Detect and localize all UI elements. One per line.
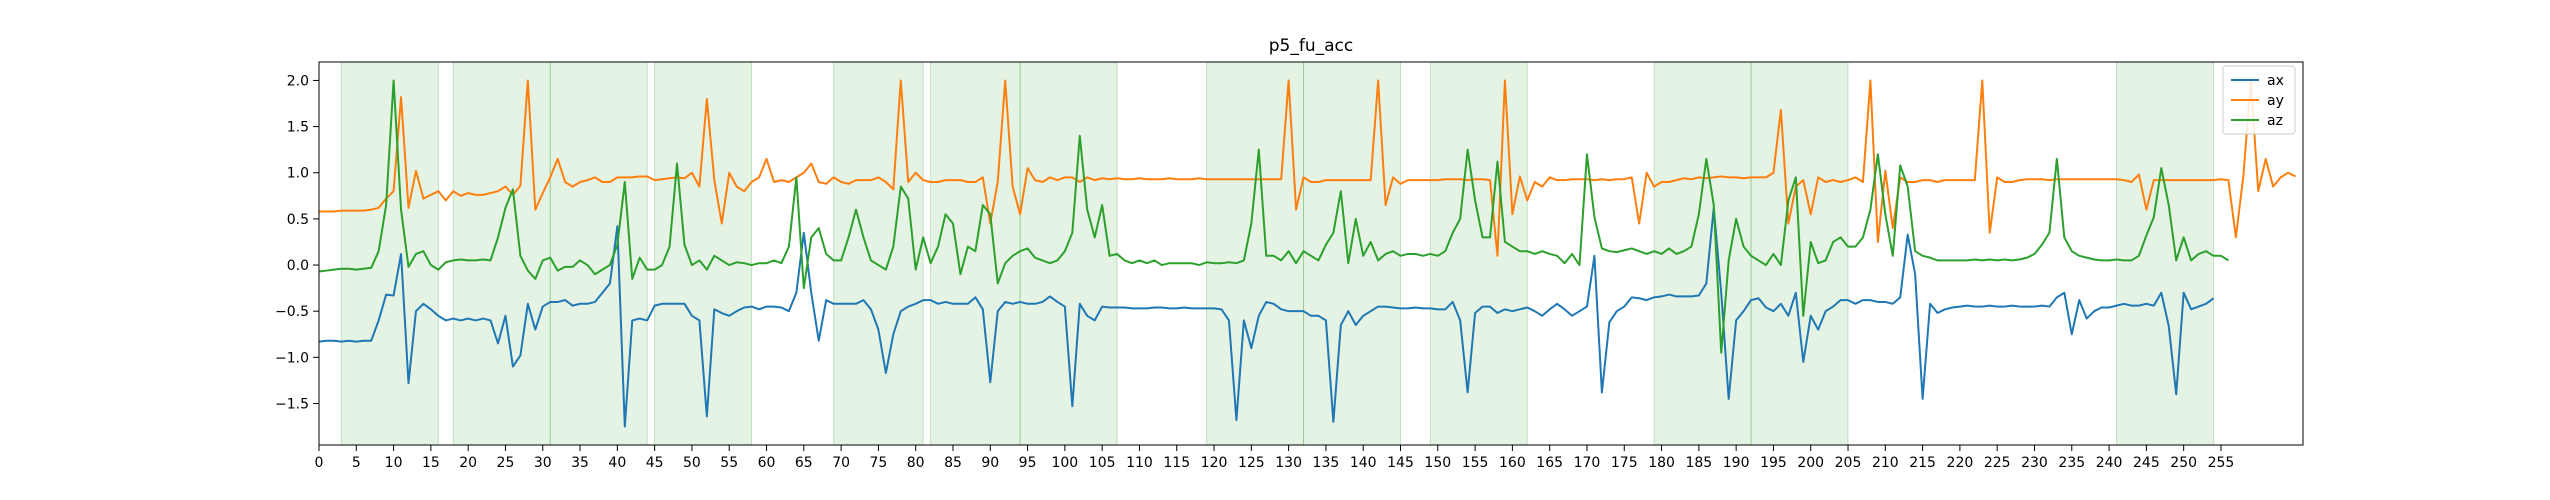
x-tick-label: 175: [1611, 455, 1638, 471]
y-tick-label: −1.0: [275, 350, 309, 366]
series-line-ax: [318, 206, 2215, 428]
y-axis: −1.5 −1.0 −0.5 0.0 0.5 1.0 1.5 2.0: [275, 73, 319, 412]
x-tick-label: 205: [1835, 455, 1862, 471]
shaded-region: [2116, 61, 2214, 446]
shaded-region: [654, 61, 753, 446]
legend-label-ay: ay: [2267, 93, 2284, 109]
x-tick-label: 110: [1126, 455, 1153, 471]
shaded-region: [549, 61, 648, 446]
shaded-region: [340, 61, 439, 446]
shaded-regions: [340, 61, 2214, 446]
y-tick-label: −0.5: [275, 304, 309, 320]
x-tick-label: 200: [1797, 455, 1824, 471]
x-tick-label: 130: [1275, 455, 1302, 471]
x-tick-label: 95: [1019, 455, 1037, 471]
x-tick-label: 135: [1313, 455, 1340, 471]
x-tick-label: 195: [1760, 455, 1787, 471]
x-tick-label: 30: [534, 455, 552, 471]
y-tick-label: 1.0: [287, 166, 309, 182]
x-tick-label: 75: [869, 455, 887, 471]
x-tick-label: 245: [2133, 455, 2160, 471]
shaded-region: [833, 61, 924, 446]
y-tick-label: 0.0: [287, 258, 309, 274]
x-tick-label: 80: [907, 455, 925, 471]
y-tick-label: 1.5: [287, 120, 309, 136]
x-tick-label: 235: [2058, 455, 2085, 471]
shaded-region: [452, 61, 551, 446]
x-tick-label: 230: [2021, 455, 2048, 471]
x-tick-label: 220: [1947, 455, 1974, 471]
shaded-region: [1429, 61, 1528, 446]
x-tick-label: 150: [1424, 455, 1451, 471]
x-tick-label: 165: [1536, 455, 1563, 471]
y-tick-label: 2.0: [287, 73, 309, 89]
x-tick-label: 190: [1723, 455, 1750, 471]
legend-label-az: az: [2267, 113, 2283, 129]
x-tick-label: 55: [720, 455, 738, 471]
y-tick-label: −1.5: [275, 396, 309, 412]
x-tick-label: 15: [422, 455, 440, 471]
x-tick-label: 115: [1163, 455, 1190, 471]
x-tick-label: 5: [352, 455, 361, 471]
x-tick-label: 180: [1648, 455, 1675, 471]
shaded-region: [930, 61, 1021, 446]
legend: ax ay az: [2222, 65, 2296, 135]
x-tick-label: 145: [1387, 455, 1414, 471]
x-tick-label: 120: [1201, 455, 1228, 471]
x-tick-label: 35: [571, 455, 589, 471]
x-tick-label: 105: [1089, 455, 1116, 471]
x-tick-label: 50: [683, 455, 701, 471]
x-tick-label: 90: [981, 455, 999, 471]
x-tick-label: 185: [1685, 455, 1712, 471]
x-tick-label: 0: [315, 455, 324, 471]
x-tick-label: 20: [459, 455, 477, 471]
x-tick-label: 225: [1984, 455, 2011, 471]
x-tick-label: 215: [1909, 455, 1936, 471]
x-tick-label: 100: [1051, 455, 1078, 471]
x-tick-label: 250: [2170, 455, 2197, 471]
legend-label-ax: ax: [2267, 73, 2284, 89]
x-tick-label: 60: [758, 455, 776, 471]
x-tick-label: 40: [608, 455, 626, 471]
x-tick-label: 45: [646, 455, 664, 471]
x-tick-label: 160: [1499, 455, 1526, 471]
x-tick-label: 155: [1462, 455, 1489, 471]
shaded-region: [1019, 61, 1118, 446]
x-tick-label: 70: [832, 455, 850, 471]
series-line-az: [318, 79, 2229, 354]
x-tick-label: 210: [1872, 455, 1899, 471]
x-tick-label: 170: [1574, 455, 1601, 471]
x-tick-label: 65: [795, 455, 813, 471]
x-tick-label: 240: [2096, 455, 2123, 471]
chart-title: p5_fu_acc: [1269, 36, 1353, 56]
series-line-ay: [319, 79, 2296, 257]
plot-frame: [318, 61, 2304, 446]
x-axis: 0 5 10 15 20 25 30 35 40 45 50 55 60 65 70 75 80 85 90 95 10…: [315, 445, 2235, 471]
shaded-region: [1653, 61, 1752, 446]
x-tick-label: 140: [1350, 455, 1377, 471]
x-tick-label: 255: [2208, 455, 2235, 471]
x-tick-label: 125: [1238, 455, 1265, 471]
series-lines: [318, 79, 2296, 428]
x-tick-label: 25: [497, 455, 515, 471]
x-tick-label: 10: [385, 455, 403, 471]
x-tick-label: 85: [944, 455, 962, 471]
y-tick-label: 0.5: [287, 212, 309, 228]
